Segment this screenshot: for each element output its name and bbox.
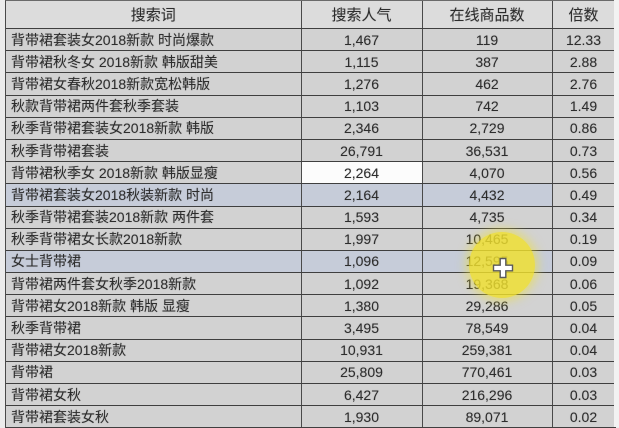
cell-r4-c3[interactable]: 742 (422, 95, 553, 118)
cell-r17-c3[interactable]: 216,296 (422, 383, 553, 407)
table-row: 背带裙 25,809 770,461 0.03 (6, 361, 616, 385)
cell-r2-c3[interactable]: 387 (422, 50, 553, 74)
cell-r17-c2[interactable]: 6,427 (301, 383, 423, 407)
table-row: 背带裙女春秋2018新款宽松韩版 1,276 462 2.76 (6, 72, 616, 96)
cell-r7-c2[interactable]: 2,264 (301, 161, 423, 185)
cell-r15-c4[interactable]: 0.04 (552, 339, 616, 362)
cell-r14-c4[interactable]: 0.04 (552, 316, 616, 340)
cell-r9-c2[interactable]: 1,593 (301, 206, 423, 229)
cell-r11-c4[interactable]: 0.09 (552, 250, 616, 274)
table-row: 秋季背带裙女长款2018新款 1,997 10,465 0.19 (6, 228, 616, 251)
cell-r10-c3[interactable]: 10,465 (422, 228, 553, 251)
cell-r8-c1[interactable]: 背带裙套装女2018秋装新款 时尚 (6, 183, 302, 207)
cell-r5-c3[interactable]: 2,729 (422, 117, 553, 140)
cell-r13-c4[interactable]: 0.05 (552, 294, 616, 318)
table-row: 秋季背带裙套装2018新款 两件套 1,593 4,735 0.34 (6, 206, 616, 229)
cell-r13-c3[interactable]: 29,286 (422, 294, 553, 318)
cell-r18-c2[interactable]: 1,930 (301, 405, 423, 428)
cell-r4-c1[interactable]: 秋款背带裙两件套秋季套装 (6, 95, 302, 118)
table-row: 背带裙套装女秋 1,930 89,071 0.02 (6, 405, 616, 428)
cell-r4-c4[interactable]: 1.49 (552, 95, 616, 118)
cell-r11-c2[interactable]: 1,096 (301, 250, 423, 274)
table-body: 背带裙套装女2018新款 时尚爆款 1,467 119 12.33 背带裙秋冬女 201… (6, 28, 616, 428)
cell-r16-c3[interactable]: 770,461 (422, 361, 553, 385)
cell-r7-c1[interactable]: 背带裙秋季女 2018新款 韩版显瘦 (6, 161, 302, 185)
cell-r10-c1[interactable]: 秋季背带裙女长款2018新款 (6, 228, 302, 251)
cell-r1-c4[interactable]: 12.33 (552, 28, 616, 52)
cell-r3-c2[interactable]: 1,276 (301, 72, 423, 96)
cell-r15-c2[interactable]: 10,931 (301, 339, 423, 362)
cell-r9-c3[interactable]: 4,735 (422, 206, 553, 229)
cell-r12-c3[interactable]: 19,368 (422, 272, 553, 296)
table-row: 背带裙套装女2018新款 时尚爆款 1,467 119 12.33 (6, 28, 616, 52)
cell-r10-c2[interactable]: 1,997 (301, 228, 423, 251)
table-row: 秋季背带裙套装女2018新款 韩版 2,346 2,729 0.86 (6, 117, 616, 140)
table-row: 背带裙秋冬女 2018新款 韩版甜美 1,115 387 2.88 (6, 50, 616, 74)
cell-r15-c3[interactable]: 259,381 (422, 339, 553, 362)
cell-r5-c1[interactable]: 秋季背带裙套装女2018新款 韩版 (6, 117, 302, 140)
cell-r7-c3[interactable]: 4,070 (422, 161, 553, 185)
cell-r9-c4[interactable]: 0.34 (552, 206, 616, 229)
cell-r4-c2[interactable]: 1,103 (301, 95, 423, 118)
cell-r15-c1[interactable]: 背带裙女2018新款 (6, 339, 302, 362)
header-row: 搜索词 搜索人气 在线商品数 倍数 (6, 1, 616, 29)
table-row: 女士背带裙 1,096 12,595 0.09 (6, 250, 616, 274)
cell-r1-c1[interactable]: 背带裙套装女2018新款 时尚爆款 (6, 28, 302, 52)
cell-r14-c3[interactable]: 78,549 (422, 316, 553, 340)
table-row: 背带裙套装女2018秋装新款 时尚 2,164 4,432 0.49 (6, 183, 616, 207)
cell-r13-c1[interactable]: 背带裙女2018新款 韩版 显瘦 (6, 294, 302, 318)
cell-r18-c1[interactable]: 背带裙套装女秋 (6, 405, 302, 428)
header-search-term[interactable]: 搜索词 (6, 1, 302, 29)
table-row: 背带裙女2018新款 韩版 显瘦 1,380 29,286 0.05 (6, 294, 616, 318)
table-row: 秋季背带裙 3,495 78,549 0.04 (6, 316, 616, 340)
cell-r18-c4[interactable]: 0.02 (552, 405, 616, 428)
cell-r3-c1[interactable]: 背带裙女春秋2018新款宽松韩版 (6, 72, 302, 96)
table-row: 背带裙女2018新款 10,931 259,381 0.04 (6, 339, 616, 362)
cell-r10-c4[interactable]: 0.19 (552, 228, 616, 251)
keyword-table: 搜索词 搜索人气 在线商品数 倍数 背带裙套装女2018新款 时尚爆款 1,467… (6, 1, 616, 428)
header-multiple[interactable]: 倍数 (552, 1, 616, 29)
table-row: 背带裙秋季女 2018新款 韩版显瘦 2,264 4,070 0.56 (6, 161, 616, 185)
cell-r16-c1[interactable]: 背带裙 (6, 361, 302, 385)
cell-r6-c3[interactable]: 36,531 (422, 139, 553, 163)
cell-r3-c3[interactable]: 462 (422, 72, 553, 96)
cell-r9-c1[interactable]: 秋季背带裙套装2018新款 两件套 (6, 206, 302, 229)
cell-r2-c1[interactable]: 背带裙秋冬女 2018新款 韩版甜美 (6, 50, 302, 74)
table-row: 秋款背带裙两件套秋季套装 1,103 742 1.49 (6, 95, 616, 118)
table-row: 背带裙两件套女秋季2018新款 1,092 19,368 0.06 (6, 272, 616, 296)
cell-r16-c2[interactable]: 25,809 (301, 361, 423, 385)
table-row: 秋季背带裙套装 26,791 36,531 0.73 (6, 139, 616, 163)
cell-r5-c4[interactable]: 0.86 (552, 117, 616, 140)
header-search-popularity[interactable]: 搜索人气 (301, 1, 423, 29)
cell-r12-c4[interactable]: 0.06 (552, 272, 616, 296)
table-row: 背带裙女秋 6,427 216,296 0.03 (6, 383, 616, 407)
cell-r17-c1[interactable]: 背带裙女秋 (6, 383, 302, 407)
cell-r6-c4[interactable]: 0.73 (552, 139, 616, 163)
cell-r13-c2[interactable]: 1,380 (301, 294, 423, 318)
cell-r12-c1[interactable]: 背带裙两件套女秋季2018新款 (6, 272, 302, 296)
spreadsheet: 搜索词 搜索人气 在线商品数 倍数 背带裙套装女2018新款 时尚爆款 1,467… (5, 0, 616, 428)
cell-r7-c4[interactable]: 0.56 (552, 161, 616, 185)
cell-r2-c4[interactable]: 2.88 (552, 50, 616, 74)
header-online-products[interactable]: 在线商品数 (422, 1, 553, 29)
cell-r6-c2[interactable]: 26,791 (301, 139, 423, 163)
cell-r3-c4[interactable]: 2.76 (552, 72, 616, 96)
cell-r5-c2[interactable]: 2,346 (301, 117, 423, 140)
cell-r1-c2[interactable]: 1,467 (301, 28, 423, 52)
cell-r18-c3[interactable]: 89,071 (422, 405, 553, 428)
sheet-right-margin (614, 0, 619, 427)
cell-r8-c2[interactable]: 2,164 (301, 183, 423, 207)
cell-r11-c3[interactable]: 12,595 (422, 250, 553, 274)
cell-r14-c1[interactable]: 秋季背带裙 (6, 316, 302, 340)
cell-r8-c3[interactable]: 4,432 (422, 183, 553, 207)
cell-r12-c2[interactable]: 1,092 (301, 272, 423, 296)
cell-r1-c3[interactable]: 119 (422, 28, 553, 52)
cell-r11-c1[interactable]: 女士背带裙 (6, 250, 302, 274)
cell-r14-c2[interactable]: 3,495 (301, 316, 423, 340)
cell-r16-c4[interactable]: 0.03 (552, 361, 616, 385)
cell-r8-c4[interactable]: 0.49 (552, 183, 616, 207)
cell-r17-c4[interactable]: 0.03 (552, 383, 616, 407)
cell-r2-c2[interactable]: 1,115 (301, 50, 423, 74)
cell-r6-c1[interactable]: 秋季背带裙套装 (6, 139, 302, 163)
